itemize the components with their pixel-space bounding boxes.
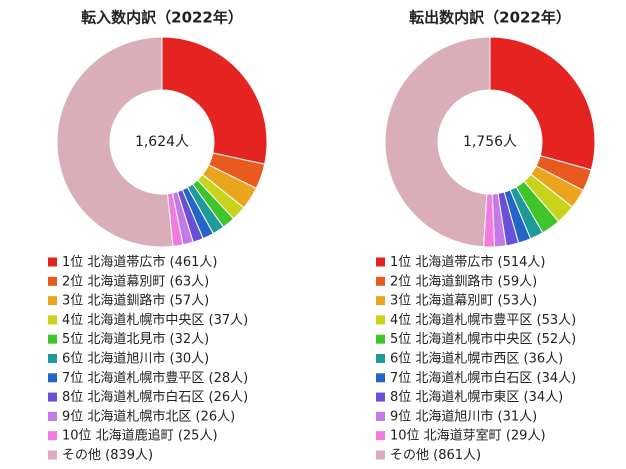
legend-label: 3位 北海道幕別町 (53人) (390, 293, 537, 308)
legend-category: 1位 北海道帯広市 (390, 254, 493, 270)
legend-value: (461人) (170, 255, 218, 270)
legend-swatch (376, 411, 385, 421)
legend-swatch (376, 276, 385, 286)
legend-category: 6位 北海道旭川市 (62, 350, 165, 366)
legend-label: 9位 北海道札幌市北区 (26人) (62, 408, 235, 424)
legend-category: 3位 北海道釧路市 (62, 292, 165, 308)
legend-label: 2位 北海道釧路市 (59人) (390, 273, 537, 289)
legend-swatch (48, 334, 57, 344)
legend-swatch (376, 354, 385, 363)
legend-category: その他 (390, 448, 429, 463)
legend-category: 9位 北海道札幌市北区 (62, 408, 191, 424)
legend-label: 4位 北海道札幌市中央区 (37人) (62, 311, 248, 327)
legend-value: (839人) (105, 448, 153, 463)
legend-value: (52人) (537, 332, 577, 347)
legend-swatch (48, 315, 57, 325)
legend-swatch (376, 392, 385, 402)
legend-value: (861人) (433, 448, 481, 463)
legend-label: 5位 北海道札幌市中央区 (52人) (390, 331, 576, 347)
legend-category: 4位 北海道札幌市豊平区 (390, 311, 532, 327)
legend-value: (29人) (506, 428, 546, 443)
legend-category: 6位 北海道札幌市西区 (390, 350, 519, 366)
chart-title: 転入数内訳（2022年） (81, 9, 243, 27)
legend-category: 2位 北海道幕別町 (62, 274, 165, 289)
legend-category: 4位 北海道札幌市中央区 (62, 311, 204, 327)
legend-value: (31人) (498, 409, 538, 424)
legend-swatch (48, 257, 57, 267)
chart-title: 転出数内訳（2022年） (409, 9, 571, 27)
legend-value: (26人) (209, 390, 249, 405)
legend-value: (59人) (498, 274, 538, 289)
legend-swatch (48, 450, 57, 460)
legend-swatch (48, 354, 57, 363)
legend-category: 10位 北海道芽室町 (390, 427, 502, 443)
legend-label: 7位 北海道札幌市白石区 (34人) (390, 369, 576, 385)
center-label: 1,624人 (135, 134, 189, 150)
pie-slice (384, 36, 491, 248)
legend-category: 8位 北海道札幌市東区 (390, 389, 519, 405)
legend-label: 10位 北海道芽室町 (29人) (390, 427, 546, 443)
legend-label: 6位 北海道旭川市 (30人) (62, 350, 209, 366)
legend-category: 7位 北海道札幌市白石区 (390, 369, 532, 385)
legend-category: 3位 北海道幕別町 (390, 293, 493, 308)
legend-label: 9位 北海道旭川市 (31人) (390, 408, 537, 424)
legend-value: (37人) (209, 312, 249, 327)
legend-swatch (48, 392, 57, 402)
legend-value: (32人) (170, 332, 210, 347)
legend-swatch (48, 431, 57, 441)
pie-slice (161, 36, 268, 165)
legend-swatch (376, 373, 385, 383)
legend-value: (34人) (524, 390, 564, 405)
legend-category: 10位 北海道鹿追町 (62, 427, 174, 443)
legend-category: 5位 北海道北見市 (62, 331, 165, 347)
pie-slice (489, 36, 596, 171)
legend-value: (25人) (178, 428, 218, 443)
legend-category: 9位 北海道旭川市 (390, 408, 493, 424)
legend-category: 1位 北海道帯広市 (62, 254, 165, 270)
legend-value: (53人) (537, 312, 577, 327)
legend-category: 8位 北海道札幌市白石区 (62, 389, 204, 405)
legend-swatch (376, 315, 385, 325)
legend-category: 5位 北海道札幌市中央区 (390, 331, 532, 347)
legend-swatch (376, 431, 385, 441)
legend-label: 1位 北海道帯広市 (461人) (62, 254, 218, 270)
legend-category: その他 (62, 448, 101, 463)
legend-value: (57人) (170, 293, 210, 308)
legend-value: (30人) (170, 351, 210, 366)
legend-swatch (48, 296, 57, 306)
legend-value: (28人) (209, 370, 249, 385)
legend-value: (63人) (170, 274, 210, 289)
legend-swatch (376, 296, 385, 306)
legend-swatch (48, 373, 57, 383)
legend-label: 4位 北海道札幌市豊平区 (53人) (390, 311, 576, 327)
legend-label: その他 (861人) (390, 448, 481, 463)
legend-swatch (48, 276, 57, 286)
legend-label: 8位 北海道札幌市白石区 (26人) (62, 389, 248, 405)
legend-swatch (48, 411, 57, 421)
legend-value: (36人) (524, 351, 564, 366)
legend-label: 3位 北海道釧路市 (57人) (62, 292, 209, 308)
legend-label: 1位 北海道帯広市 (514人) (390, 254, 546, 270)
legend-value: (26人) (196, 409, 236, 424)
legend-value: (53人) (498, 293, 538, 308)
legend-label: 10位 北海道鹿追町 (25人) (62, 427, 218, 443)
legend-swatch (376, 450, 385, 460)
legend-label: 6位 北海道札幌市西区 (36人) (390, 350, 563, 366)
legend-value: (514人) (498, 255, 546, 270)
legend-swatch (376, 334, 385, 344)
legend-label: その他 (839人) (62, 448, 153, 463)
center-label: 1,756人 (463, 134, 517, 150)
legend-category: 7位 北海道札幌市豊平区 (62, 369, 204, 385)
pie-slice (56, 36, 174, 248)
legend-label: 7位 北海道札幌市豊平区 (28人) (62, 369, 248, 385)
legend-value: (34人) (537, 370, 577, 385)
legend-label: 2位 北海道幕別町 (63人) (62, 274, 209, 289)
legend-label: 5位 北海道北見市 (32人) (62, 331, 209, 347)
legend-category: 2位 北海道釧路市 (390, 273, 493, 289)
legend-swatch (376, 257, 385, 267)
legend-label: 8位 北海道札幌市東区 (34人) (390, 389, 563, 405)
